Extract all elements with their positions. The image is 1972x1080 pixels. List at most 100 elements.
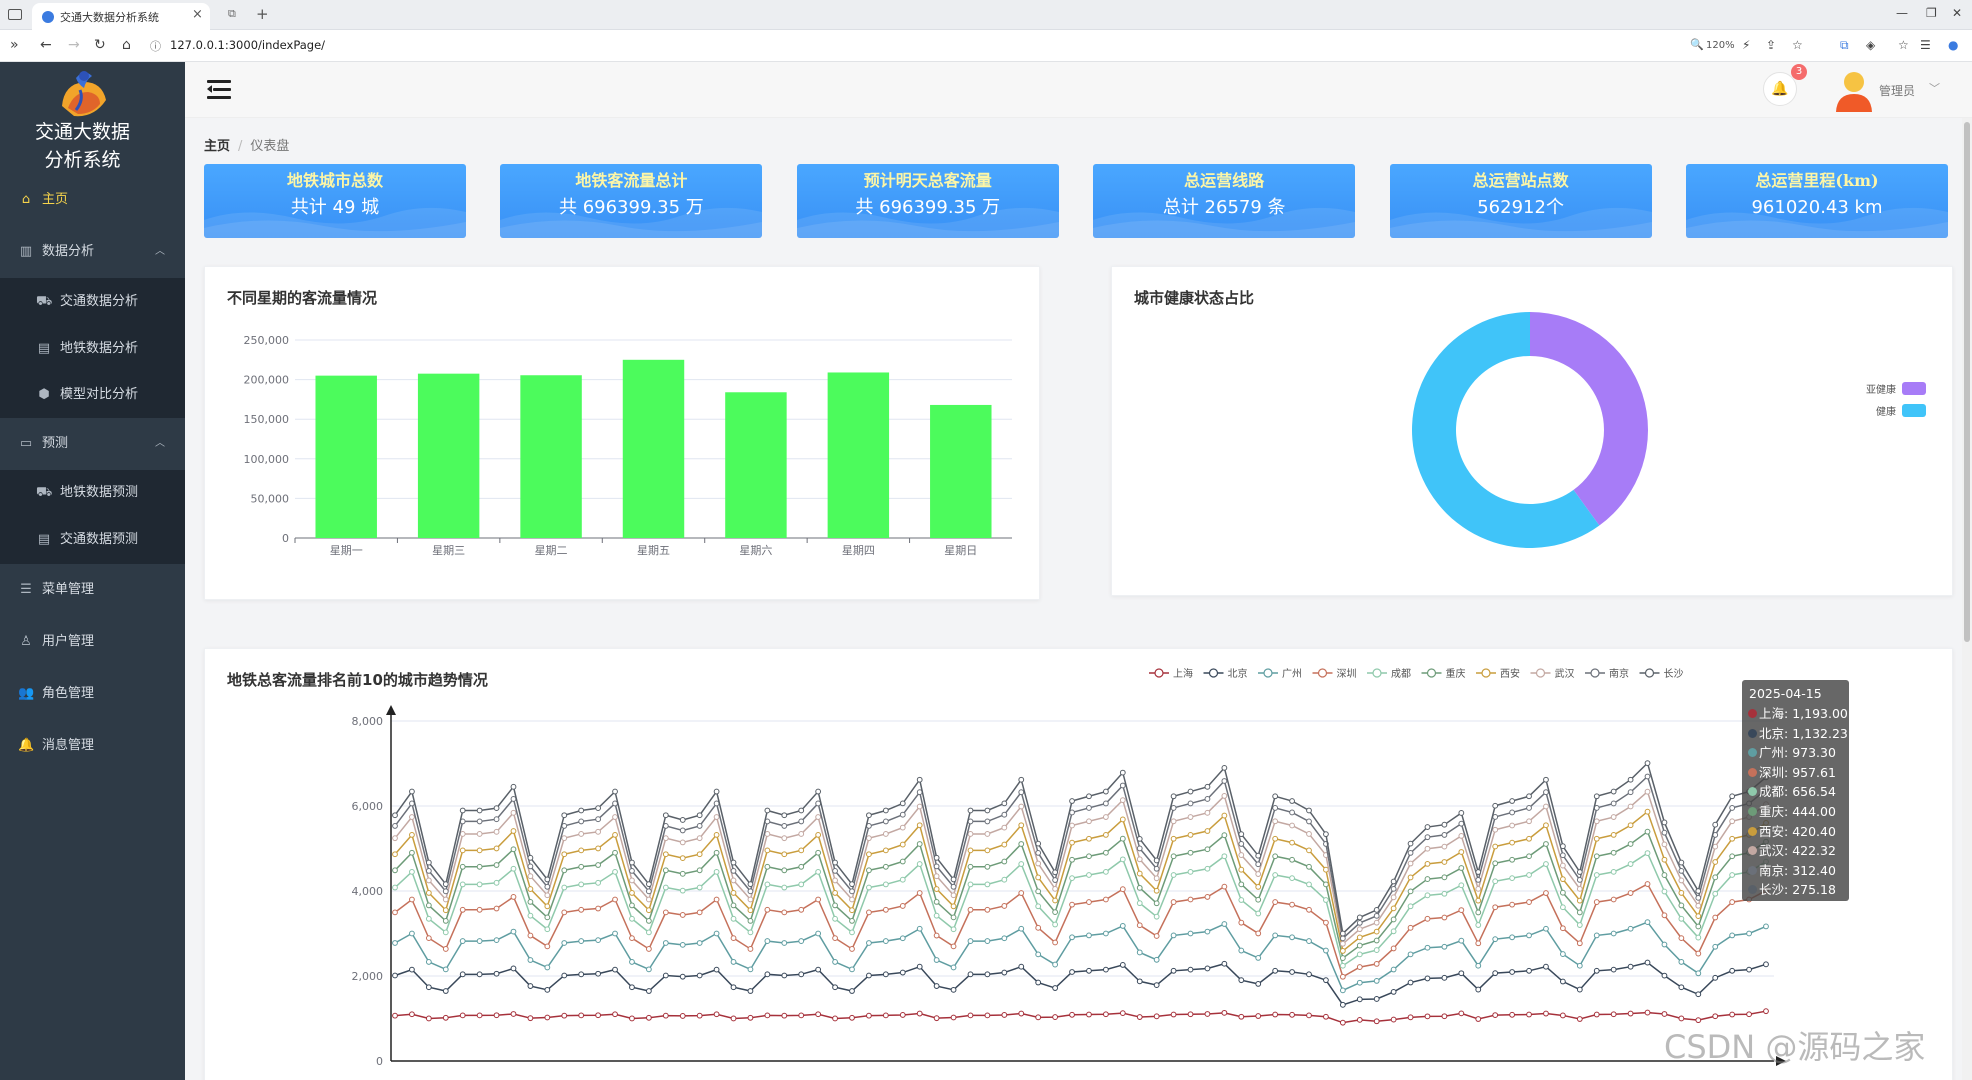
series-point xyxy=(1661,1011,1668,1017)
series-point xyxy=(1610,930,1617,937)
series-point xyxy=(1289,875,1295,882)
sidebar-item-message-management[interactable]: 🔔 消息管理 xyxy=(0,726,185,766)
collapse-menu-icon[interactable] xyxy=(207,80,231,100)
series-point xyxy=(1576,897,1583,904)
window-menu-icon[interactable] xyxy=(8,9,22,20)
series-point xyxy=(1289,809,1295,816)
restore-icon[interactable]: ❐ xyxy=(1926,6,1937,20)
close-window-icon[interactable]: ✕ xyxy=(1952,6,1963,20)
series-point xyxy=(629,902,635,909)
series-point xyxy=(1729,835,1736,842)
series-point xyxy=(1627,803,1634,810)
legend-item[interactable]: 南京 xyxy=(1585,667,1629,680)
collections-icon[interactable]: ☰ xyxy=(1920,38,1931,52)
back-icon[interactable]: ← xyxy=(40,37,52,53)
tooltip-row: 深圳: 957.61 xyxy=(1746,763,1845,783)
legend-item[interactable]: 北京 xyxy=(1203,667,1248,680)
series-point xyxy=(493,879,500,886)
sidebar-toggle-icon[interactable]: » xyxy=(10,37,19,53)
series-point xyxy=(1136,900,1143,907)
series-point xyxy=(1610,868,1617,875)
sidebar-item-user-management[interactable]: ♙ 用户管理 xyxy=(0,622,185,662)
translate-icon[interactable]: ⧉ xyxy=(1840,38,1849,52)
series-point xyxy=(1339,935,1346,942)
scrollbar-thumb[interactable] xyxy=(1964,122,1970,642)
close-tab-icon[interactable]: × xyxy=(192,7,203,22)
series-point xyxy=(798,906,805,913)
minimize-icon[interactable]: — xyxy=(1896,6,1908,20)
breadcrumb-home[interactable]: 主页 xyxy=(204,139,231,154)
legend-item[interactable]: 长沙 xyxy=(1639,668,1684,680)
series-point xyxy=(1035,1014,1042,1021)
series-point xyxy=(713,896,720,903)
zoom-icon[interactable]: 🔍 xyxy=(1690,38,1704,51)
series-point xyxy=(1018,776,1025,783)
username[interactable]: 管理员 xyxy=(1879,84,1916,98)
share-icon[interactable]: ⇪ xyxy=(1766,38,1777,52)
legend-item[interactable]: 深圳 xyxy=(1312,668,1357,680)
star-icon[interactable]: ☆ xyxy=(1792,38,1803,52)
info-icon[interactable]: ⓘ xyxy=(150,40,161,53)
series-point xyxy=(815,930,822,937)
series-line xyxy=(394,883,1767,978)
reload-icon[interactable]: ↻ xyxy=(94,37,106,53)
series-point xyxy=(1289,822,1295,829)
series-point xyxy=(679,839,686,846)
series-point xyxy=(1001,824,1008,831)
series-point xyxy=(1018,822,1025,829)
legend-item[interactable]: 武汉 xyxy=(1530,667,1575,680)
avatar[interactable] xyxy=(1833,68,1875,112)
wave-decoration xyxy=(204,207,466,238)
sidebar-item-home[interactable]: ⌂ 主页 xyxy=(0,180,185,220)
chevron-down-icon[interactable]: ﹀ xyxy=(1929,82,1940,95)
series-point xyxy=(781,909,788,916)
sidebar-item-metro-analysis[interactable]: ▤ 地铁数据分析 xyxy=(0,326,185,372)
series-point xyxy=(866,867,872,874)
sidebar-item-traffic-prediction[interactable]: ▤ 交通数据预测 xyxy=(0,516,185,564)
series-point xyxy=(1644,788,1651,795)
forward-icon[interactable]: → xyxy=(68,37,80,53)
profile-icon[interactable]: ● xyxy=(1948,38,1959,52)
series-point xyxy=(1695,894,1702,901)
favorites-icon[interactable]: ☆ xyxy=(1898,38,1909,52)
home-icon[interactable]: ⌂ xyxy=(122,37,131,53)
series-point xyxy=(1492,878,1499,885)
series-point xyxy=(1441,843,1448,850)
page-scrollbar[interactable] xyxy=(1962,118,1972,1080)
series-point xyxy=(595,937,602,944)
series-point xyxy=(1086,932,1092,939)
sidebar-item-prediction[interactable]: ▭ 预测 ︿ xyxy=(0,424,185,464)
sidebar-item-menu-management[interactable]: ☰ 菜单管理 xyxy=(0,570,185,610)
series-point xyxy=(696,823,703,829)
sidebar-item-metro-prediction[interactable]: ⛟ 地铁数据预测 xyxy=(0,470,185,516)
sidebar-item-model-compare[interactable]: ⬢ 模型对比分析 xyxy=(0,372,185,418)
extension-icon[interactable]: ◈ xyxy=(1866,38,1876,52)
legend-item[interactable]: 西安 xyxy=(1476,667,1520,680)
browser-tab[interactable]: 交通大数据分析系统 × xyxy=(32,3,210,30)
legend-item[interactable]: 上海 xyxy=(1149,667,1193,680)
lightning-icon[interactable]: ⚡ xyxy=(1742,38,1751,52)
series-point xyxy=(899,858,906,865)
sidebar-item-role-management[interactable]: 👥 角色管理 xyxy=(0,674,185,714)
series-point xyxy=(1069,822,1075,829)
zoom-level[interactable]: 120% xyxy=(1706,40,1735,51)
team-icon: 👥 xyxy=(18,686,35,701)
brand-line-1: 交通大数据 xyxy=(34,121,130,143)
series-point xyxy=(1526,872,1532,878)
series-point xyxy=(1543,776,1549,783)
new-tab-icon[interactable]: + xyxy=(256,5,269,23)
legend-item[interactable]: 成都 xyxy=(1367,668,1411,680)
tab-group-icon[interactable]: ⧉ xyxy=(228,7,236,20)
tooltip-row: 广州: 973.30 xyxy=(1746,743,1845,763)
legend-item[interactable]: 广州 xyxy=(1258,668,1302,680)
url-field[interactable]: 127.0.0.1:3000/indexPage/ xyxy=(170,38,326,52)
series-point xyxy=(1729,793,1736,800)
series-point xyxy=(1441,821,1448,828)
notification-bell-icon[interactable]: 🔔 xyxy=(1763,72,1797,106)
series-point xyxy=(1627,776,1634,783)
series-point xyxy=(899,1012,906,1018)
series-point xyxy=(476,847,483,854)
legend-item[interactable]: 重庆 xyxy=(1421,667,1466,680)
sidebar-item-traffic-analysis[interactable]: ⛟ 交通数据分析 xyxy=(0,278,185,326)
sidebar-item-data-analysis[interactable]: ▥ 数据分析 ︿ xyxy=(0,232,185,272)
